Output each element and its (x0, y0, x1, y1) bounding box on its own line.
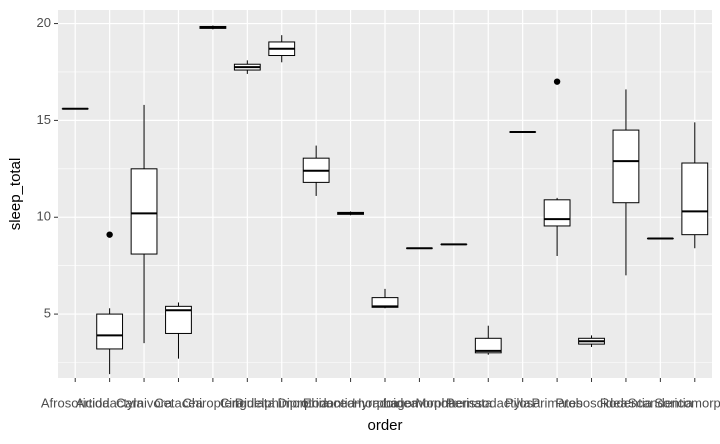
x-tick-label: Lagomorpha (383, 395, 457, 410)
x-tick-label: Artiodactyla (76, 395, 145, 410)
x-tick-label: Cingulata (220, 395, 276, 410)
x-tick-label: Perissodactyla (446, 395, 531, 410)
y-tick-label: 15 (37, 112, 51, 127)
box (130, 168, 158, 255)
x-tick-label: Erinaceomorpha (303, 395, 399, 410)
x-tick-label: Diprotodontia (277, 395, 355, 410)
y-tick-label: 10 (37, 209, 51, 224)
box (681, 162, 709, 236)
x-tick-label: Hyracoidea (352, 395, 419, 410)
x-tick-label: Primates (531, 395, 583, 410)
outlier (553, 78, 561, 85)
box (612, 129, 640, 204)
x-axis-title: order (367, 417, 402, 434)
y-axis-title: sleep_total (7, 158, 24, 231)
x-tick-label: Soricomorpha (654, 395, 720, 410)
x-tick-label: Rodentia (600, 395, 653, 410)
box (96, 313, 124, 350)
y-tick-label: 5 (44, 306, 51, 321)
x-tick-label: Scandentia (628, 395, 694, 410)
x-tick-label: Chiroptera (183, 395, 244, 410)
box (474, 337, 502, 354)
outlier (106, 231, 113, 238)
x-tick-label: Afrosoricida (41, 395, 110, 410)
x-tick-label: Proboscidea (555, 395, 628, 410)
x-tick-label: Cetacea (154, 395, 203, 410)
box (543, 199, 571, 227)
x-tick-label: Pilosa (505, 395, 541, 410)
x-tick-label: Monotremata (416, 395, 493, 410)
x-tick-label: Carnivora (116, 395, 173, 410)
y-tick-label: 20 (37, 15, 51, 30)
x-tick-label: Didelphimorphia (235, 395, 330, 410)
